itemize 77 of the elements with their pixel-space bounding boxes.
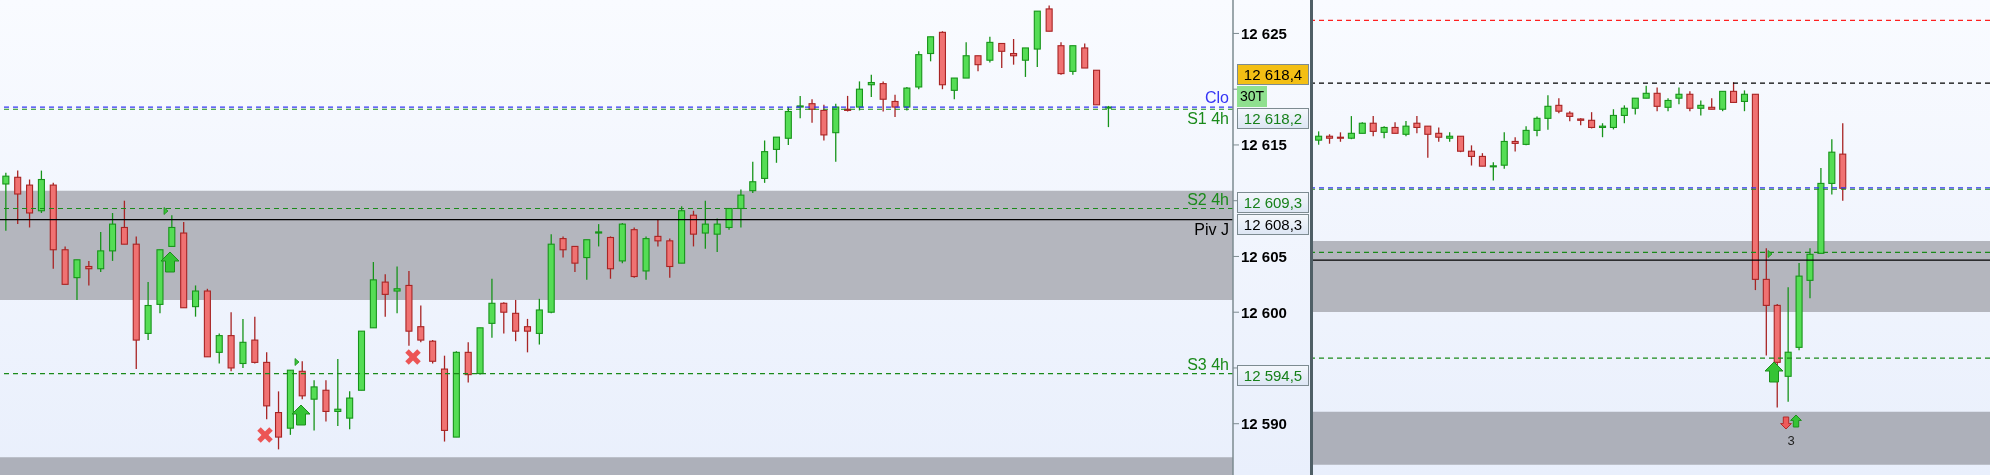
candlestick [535, 298, 543, 346]
candlestick [891, 94, 899, 118]
candlestick [429, 339, 437, 365]
candlestick [523, 318, 532, 353]
candlestick [1740, 89, 1749, 112]
candlestick [927, 36, 935, 62]
candlestick [1533, 115, 1541, 137]
candlestick [310, 379, 318, 432]
candlestick [1424, 125, 1432, 159]
text: 12 609,3 [1237, 192, 1309, 213]
candlestick [1730, 81, 1738, 104]
candlestick [97, 231, 105, 273]
candlestick [713, 217, 721, 253]
candlestick [1544, 94, 1552, 131]
candlestick [1686, 90, 1694, 112]
y-tick-label: 12 625 [1241, 24, 1287, 42]
candlestick [1021, 47, 1029, 78]
candlestick [772, 136, 781, 164]
candlestick [808, 98, 816, 124]
candlestick [749, 161, 757, 194]
candlestick [595, 223, 603, 248]
candlestick [239, 318, 247, 369]
candlestick [998, 42, 1006, 69]
candlestick [583, 239, 591, 281]
candlestick [1653, 86, 1661, 112]
candlestick [654, 219, 662, 248]
candlestick [488, 278, 496, 339]
candlestick [1719, 90, 1727, 112]
candlestick [381, 273, 389, 318]
candlestick [393, 265, 401, 314]
candlestick [73, 259, 81, 301]
ref-line-label: Piv J [1194, 220, 1229, 238]
candlestick [120, 200, 128, 245]
candlestick [1010, 38, 1018, 66]
candlestick [346, 390, 354, 430]
text: 3 [1786, 433, 1796, 448]
candlestick [867, 74, 875, 98]
candlestick [1609, 108, 1617, 131]
y-tick-label: 12 605 [1241, 247, 1287, 265]
candlestick [1675, 86, 1683, 106]
candlestick [512, 299, 520, 342]
ref-line-label: Clo [1204, 89, 1230, 107]
text: 30T [1237, 86, 1268, 107]
y-tick-label: 12 600 [1241, 303, 1287, 321]
y-tick-label: 12 615 [1241, 136, 1287, 154]
candlestick [879, 80, 887, 113]
candlestick [962, 41, 970, 79]
candlestick [1045, 4, 1053, 32]
candlestick [1489, 161, 1497, 182]
text: 12 618,2 [1237, 108, 1309, 129]
candlestick [251, 316, 259, 365]
candlestick [14, 169, 22, 225]
text: 12 594,5 [1237, 365, 1309, 386]
candlestick [191, 284, 200, 318]
candlestick [689, 210, 698, 248]
candlestick [1413, 115, 1421, 134]
candlestick [168, 214, 176, 248]
candlestick [986, 36, 994, 64]
candlestick [215, 332, 223, 365]
candlestick [1467, 144, 1476, 167]
candlestick [85, 260, 93, 287]
candlestick [1369, 115, 1377, 137]
candlestick [500, 301, 508, 335]
candlestick [417, 304, 425, 343]
candlestick [322, 379, 330, 423]
candlestick [559, 235, 567, 259]
candlestick [571, 245, 579, 273]
candlestick [1500, 131, 1508, 170]
ref-line-label: S1 4h [1187, 110, 1229, 128]
candlestick [950, 77, 958, 100]
text: 12 608,3 [1237, 214, 1309, 235]
text: 12 618,4 [1237, 64, 1309, 85]
ref-line-label: S3 4h [1187, 355, 1229, 373]
candlestick [1081, 42, 1089, 69]
candlestick [464, 341, 472, 384]
y-tick-label: 12 590 [1241, 415, 1287, 433]
ref-line-label: S2 4h [1187, 190, 1229, 208]
